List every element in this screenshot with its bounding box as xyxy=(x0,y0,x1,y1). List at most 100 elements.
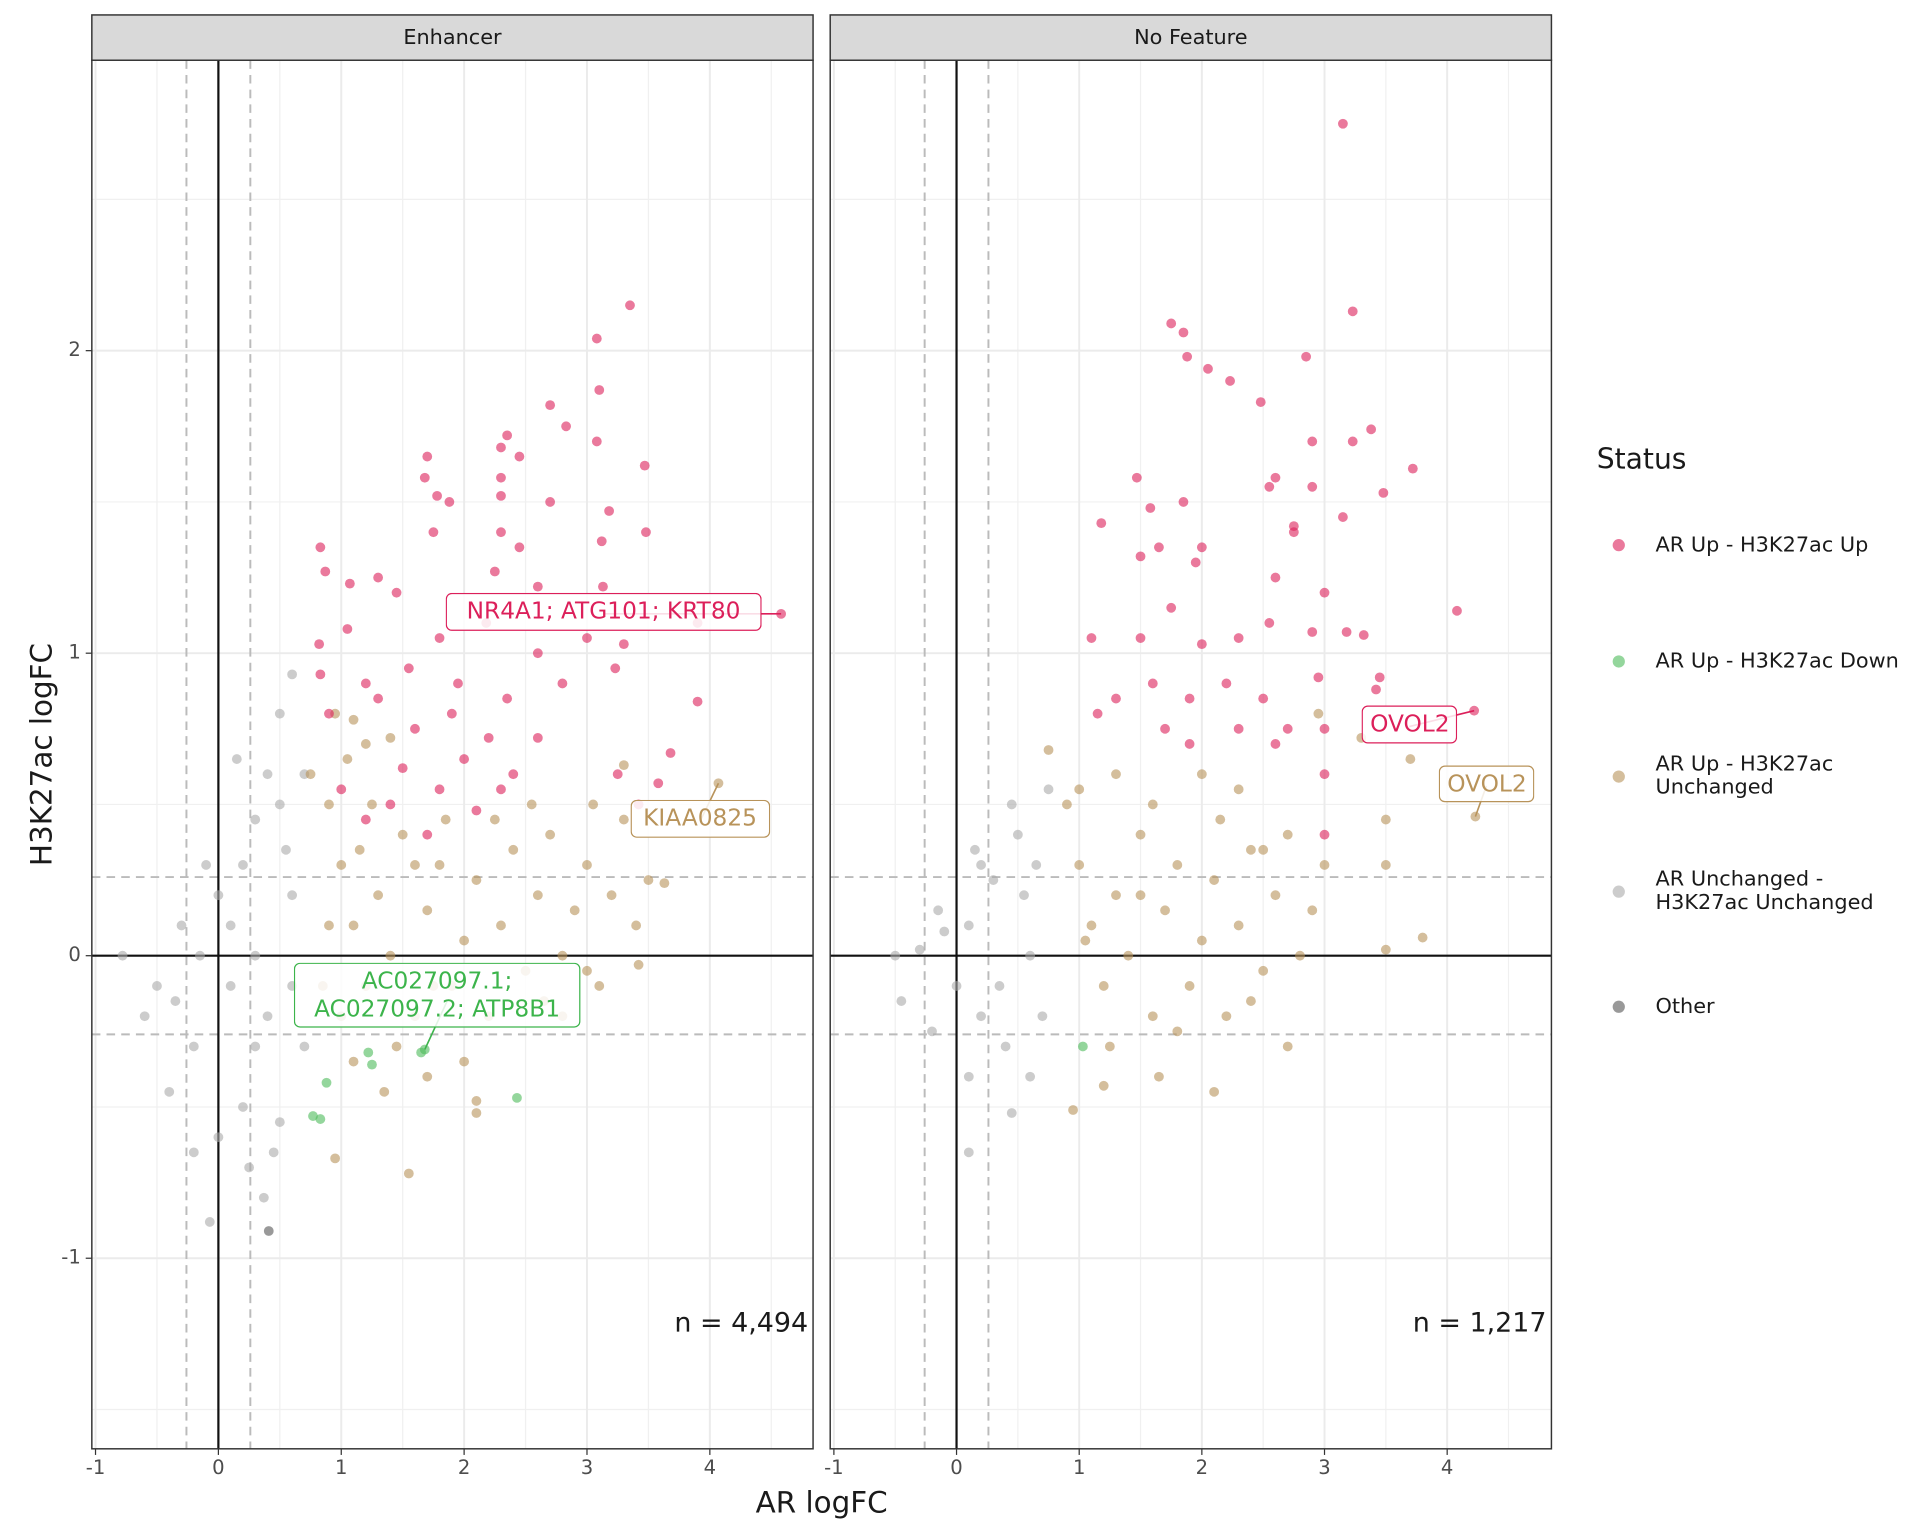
point xyxy=(976,860,986,870)
point xyxy=(360,739,371,749)
point xyxy=(514,451,525,462)
point xyxy=(1190,557,1201,568)
point xyxy=(1077,1041,1088,1052)
point xyxy=(639,460,650,471)
y-tick-label: 1 xyxy=(68,641,80,664)
point xyxy=(582,633,592,643)
point xyxy=(1366,424,1377,435)
point xyxy=(1182,351,1193,362)
legend-title: Status xyxy=(1597,443,1687,476)
point xyxy=(692,696,703,707)
point xyxy=(1347,306,1358,317)
point xyxy=(1270,890,1281,901)
point xyxy=(263,1226,274,1236)
point xyxy=(1246,844,1256,855)
point xyxy=(1160,905,1170,916)
point xyxy=(344,578,355,589)
point xyxy=(360,678,371,689)
point xyxy=(1405,754,1416,764)
point xyxy=(596,536,607,547)
point xyxy=(471,1096,482,1106)
point xyxy=(1258,693,1269,704)
point xyxy=(176,920,187,931)
point xyxy=(963,920,974,931)
legend-label-box: AR Up - H3K27ac Unchanged xyxy=(1656,753,1834,799)
point xyxy=(274,708,285,719)
point xyxy=(643,875,654,885)
point xyxy=(1111,693,1121,704)
point xyxy=(287,669,298,680)
point xyxy=(195,950,205,961)
annotation: n = 4,494 xyxy=(674,1307,808,1338)
point xyxy=(988,875,999,885)
point xyxy=(502,430,513,441)
point xyxy=(367,799,377,810)
point xyxy=(1225,376,1235,386)
point xyxy=(569,905,580,916)
point xyxy=(287,890,298,901)
point xyxy=(164,1086,175,1097)
point xyxy=(1270,472,1281,483)
point xyxy=(1184,739,1195,749)
point xyxy=(250,814,261,825)
point xyxy=(1131,472,1142,483)
point xyxy=(1006,799,1017,810)
data-label: NR4A1; ATG101; KRT80 xyxy=(445,593,762,631)
point xyxy=(1209,875,1220,885)
point xyxy=(305,769,316,780)
point xyxy=(1184,981,1195,991)
y-tick-label: -1 xyxy=(61,1246,81,1269)
point xyxy=(1147,1011,1158,1022)
data-label-box: KIAA0825 xyxy=(630,800,770,839)
panel-title: Enhancer xyxy=(403,25,502,49)
point xyxy=(360,814,371,825)
point xyxy=(225,920,236,931)
x-tick-label: 0 xyxy=(212,1456,224,1479)
x-tick-label: 3 xyxy=(1318,1456,1330,1479)
point xyxy=(1098,981,1109,991)
point xyxy=(994,981,1005,991)
point xyxy=(330,1153,341,1164)
point xyxy=(1196,769,1207,780)
point xyxy=(1347,436,1358,447)
point xyxy=(1178,497,1189,507)
point xyxy=(1098,1080,1109,1091)
point xyxy=(1307,627,1318,637)
point xyxy=(1196,542,1207,553)
point xyxy=(1135,890,1146,901)
legend-label: AR Up - H3K27ac Up xyxy=(1655,532,1869,557)
point xyxy=(1307,905,1318,916)
point xyxy=(434,860,445,870)
point xyxy=(315,669,326,680)
x-axis-label: AR logFC xyxy=(756,1485,888,1519)
point xyxy=(1338,512,1348,522)
point xyxy=(659,878,670,888)
point xyxy=(514,542,525,553)
point xyxy=(1307,436,1318,447)
point xyxy=(1092,708,1103,719)
point xyxy=(471,875,482,885)
point xyxy=(231,754,242,764)
point xyxy=(188,1041,199,1052)
point xyxy=(1178,327,1189,338)
point xyxy=(274,1117,285,1127)
point xyxy=(315,1114,326,1124)
point xyxy=(1264,481,1275,492)
point xyxy=(532,732,543,743)
point xyxy=(1407,463,1418,474)
point xyxy=(631,920,642,931)
point xyxy=(508,769,519,780)
point xyxy=(1145,503,1156,513)
point xyxy=(1215,814,1226,825)
point xyxy=(933,905,944,916)
point xyxy=(385,950,396,961)
point xyxy=(1147,678,1158,689)
point xyxy=(258,1192,269,1203)
point xyxy=(299,1041,310,1052)
legend-label-box: AR Up - H3K27ac Down xyxy=(1656,650,1899,673)
point xyxy=(1319,587,1330,598)
data-label-box: OVOL2 xyxy=(1438,765,1535,803)
point xyxy=(262,769,273,780)
point xyxy=(545,497,556,507)
